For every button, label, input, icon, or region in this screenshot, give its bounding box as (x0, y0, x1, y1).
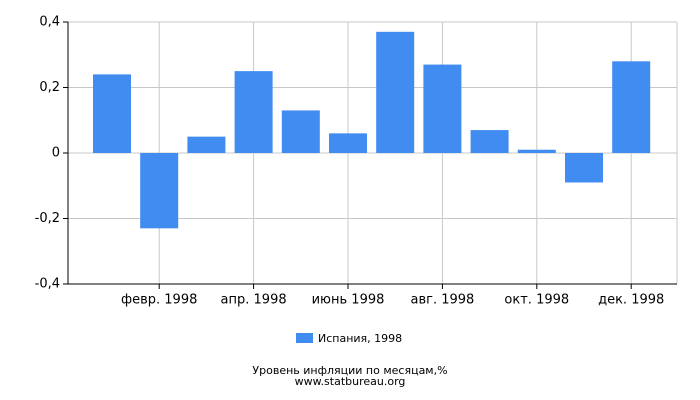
y-tick-label: 0 (52, 146, 60, 161)
bar (140, 153, 179, 229)
bar (423, 64, 462, 153)
bar (517, 149, 556, 153)
x-tick-label: февр. 1998 (121, 293, 197, 308)
x-tick-label: июнь 1998 (312, 293, 385, 308)
x-tick-label: апр. 1998 (221, 293, 287, 308)
chart-subtitle: www.statbureau.org (295, 375, 406, 388)
bar (329, 133, 367, 153)
bar (612, 61, 651, 153)
bar (234, 71, 273, 153)
y-tick-label: -0,2 (35, 211, 60, 226)
chart-title: Уровень инфляции по месяцам,% (252, 364, 447, 377)
x-tick-label: дек. 1998 (598, 293, 664, 308)
legend-swatch (296, 333, 313, 343)
y-tick-label: 0,4 (39, 15, 60, 30)
x-tick-label: окт. 1998 (504, 293, 569, 308)
bar (93, 74, 131, 153)
bar (470, 130, 509, 153)
bar (376, 31, 415, 154)
legend-label: Испания, 1998 (318, 332, 402, 345)
y-tick-label: -0,4 (35, 277, 60, 292)
y-tick-label: 0,2 (39, 80, 60, 95)
x-tick-label: авг. 1998 (410, 293, 474, 308)
bar (187, 136, 226, 153)
bar (565, 153, 603, 183)
bar (281, 110, 320, 153)
